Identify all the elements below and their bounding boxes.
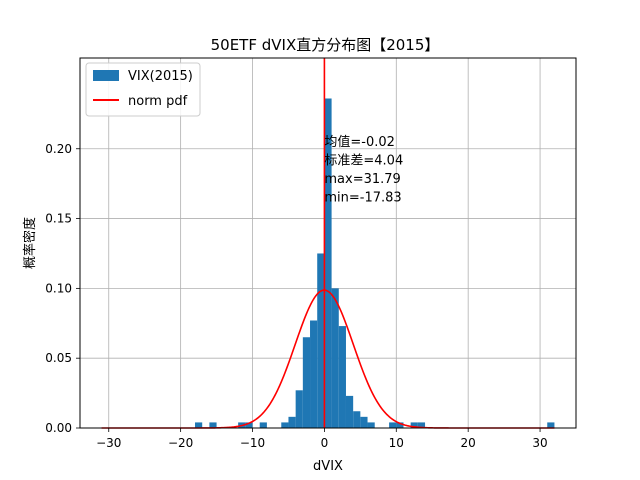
histogram-bar <box>367 422 375 428</box>
y-tick-label: 0.10 <box>45 281 72 295</box>
legend-label-histogram: VIX(2015) <box>128 69 193 84</box>
x-tick-label: −30 <box>96 436 121 450</box>
plot-frame <box>79 57 577 429</box>
histogram-bar <box>410 422 418 428</box>
histogram-bar <box>338 326 346 428</box>
histogram-bars <box>195 98 555 428</box>
histogram-bar <box>259 422 267 428</box>
y-tick-label: 0.15 <box>45 212 72 226</box>
histogram-bar <box>302 337 311 428</box>
x-tick-label: 20 <box>461 436 476 450</box>
x-tick-label: 10 <box>389 436 404 450</box>
histogram-bar <box>317 253 325 428</box>
x-axis-ticks: −30 −20 −10 0 10 20 30 <box>96 428 548 450</box>
y-tick-label: 0.00 <box>45 421 72 435</box>
histogram-bar <box>353 411 361 428</box>
histogram-bar <box>360 416 368 428</box>
histogram-bar <box>417 422 426 428</box>
histogram-bar <box>389 422 397 428</box>
annotation-line: 均值=-0.02 <box>324 134 395 150</box>
y-tick-label: 0.05 <box>45 351 72 365</box>
histogram-bar <box>331 288 339 428</box>
legend-swatch-histogram <box>93 70 119 81</box>
annotation-line: 标准差=4.04 <box>324 153 403 168</box>
x-tick-label: −10 <box>240 436 265 450</box>
histogram-bar <box>195 422 203 428</box>
x-tick-label: −20 <box>168 436 193 450</box>
histogram-bar <box>295 390 303 428</box>
histogram-bar <box>396 422 404 428</box>
stats-annotation: 均值=-0.02 标准差=4.04 max=31.79 min=-17.83 <box>324 134 403 206</box>
y-tick-label: 0.20 <box>45 142 72 156</box>
histogram-bar <box>547 422 555 428</box>
annotation-line: max=31.79 <box>324 172 400 187</box>
x-tick-label: 30 <box>532 436 547 450</box>
histogram-bar <box>288 416 296 428</box>
legend: VIX(2015) norm pdf <box>85 62 201 117</box>
histogram-bar <box>245 422 253 428</box>
y-axis-ticks: 0.00 0.05 0.10 0.15 0.20 <box>45 142 80 435</box>
annotation-line: min=-17.83 <box>324 190 401 205</box>
y-axis-label: 概率密度 <box>22 217 38 269</box>
chart-title: 50ETF dVIX直方分布图【2015】 <box>211 36 440 54</box>
x-tick-label: 0 <box>321 436 329 450</box>
x-axis-label: dVIX <box>313 459 343 474</box>
histogram-bar <box>310 320 318 428</box>
histogram-bar <box>209 422 217 428</box>
histogram-bar <box>281 422 289 428</box>
histogram-bar <box>345 395 354 428</box>
legend-label-norm-pdf: norm pdf <box>128 94 188 109</box>
histogram-bar <box>324 98 332 428</box>
